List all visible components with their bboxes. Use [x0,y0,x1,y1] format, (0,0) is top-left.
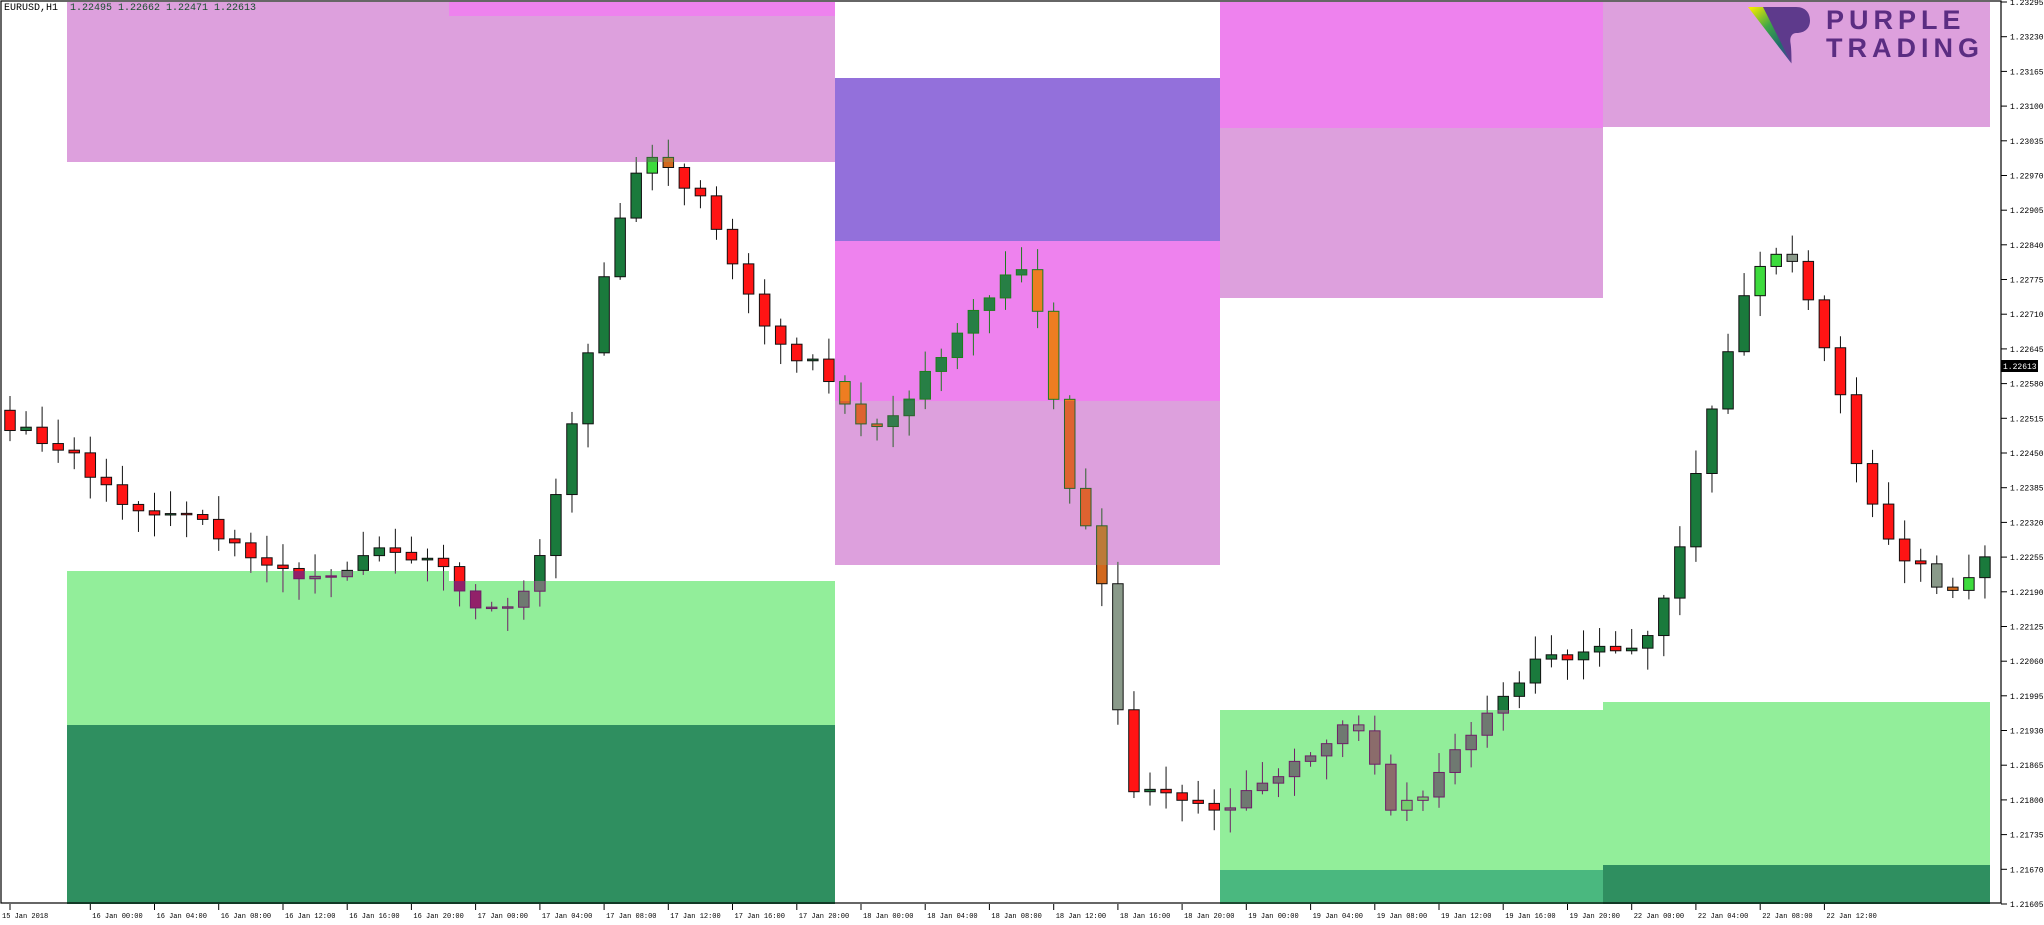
svg-text:19 Jan 12:00: 19 Jan 12:00 [1441,913,1491,921]
svg-text:17 Jan 16:00: 17 Jan 16:00 [735,913,785,921]
svg-text:18 Jan 12:00: 18 Jan 12:00 [1056,913,1106,921]
svg-text:17 Jan 12:00: 17 Jan 12:00 [670,913,720,921]
svg-text:PURPLE: PURPLE [1826,7,1966,35]
svg-text:18 Jan 08:00: 18 Jan 08:00 [991,913,1041,921]
svg-text:18 Jan 20:00: 18 Jan 20:00 [1184,913,1234,921]
svg-text:1.22450: 1.22450 [2010,450,2044,459]
svg-text:1.23230: 1.23230 [2010,34,2044,43]
svg-text:16 Jan 08:00: 16 Jan 08:00 [221,913,271,921]
svg-text:1.22125: 1.22125 [2010,624,2044,633]
svg-text:1.23035: 1.23035 [2010,138,2044,147]
svg-text:1.22710: 1.22710 [2010,311,2044,320]
svg-text:22 Jan 04:00: 22 Jan 04:00 [1698,913,1748,921]
svg-text:1.22970: 1.22970 [2010,173,2044,182]
svg-text:1.21605: 1.21605 [2010,901,2044,910]
svg-text:1.21930: 1.21930 [2010,728,2044,737]
svg-text:1.22385: 1.22385 [2010,485,2044,494]
svg-text:1.22840: 1.22840 [2010,242,2044,251]
svg-text:22 Jan 00:00: 22 Jan 00:00 [1634,913,1684,921]
svg-text:1.21865: 1.21865 [2010,762,2044,771]
svg-text:19 Jan 04:00: 19 Jan 04:00 [1313,913,1363,921]
svg-text:1.23100: 1.23100 [2010,103,2044,112]
svg-text:1.22255: 1.22255 [2010,554,2044,563]
svg-text:16 Jan 16:00: 16 Jan 16:00 [349,913,399,921]
svg-text:1.21995: 1.21995 [2010,693,2044,702]
svg-text:17 Jan 04:00: 17 Jan 04:00 [542,913,592,921]
svg-text:1.22775: 1.22775 [2010,277,2044,286]
svg-text:18 Jan 04:00: 18 Jan 04:00 [927,913,977,921]
svg-text:16 Jan 04:00: 16 Jan 04:00 [157,913,207,921]
svg-text:1.21800: 1.21800 [2010,797,2044,806]
svg-text:22 Jan 12:00: 22 Jan 12:00 [1826,913,1876,921]
svg-text:18 Jan 00:00: 18 Jan 00:00 [863,913,913,921]
svg-text:TRADING: TRADING [1826,33,1984,63]
svg-text:19 Jan 16:00: 19 Jan 16:00 [1505,913,1555,921]
svg-text:1.22905: 1.22905 [2010,207,2044,216]
svg-text:17 Jan 20:00: 17 Jan 20:00 [799,913,849,921]
svg-text:16 Jan 20:00: 16 Jan 20:00 [413,913,463,921]
svg-text:19 Jan 20:00: 19 Jan 20:00 [1570,913,1620,921]
svg-text:19 Jan 00:00: 19 Jan 00:00 [1248,913,1298,921]
svg-text:15 Jan 2018: 15 Jan 2018 [2,913,48,921]
svg-text:17 Jan 00:00: 17 Jan 00:00 [478,913,528,921]
svg-text:19 Jan 08:00: 19 Jan 08:00 [1377,913,1427,921]
svg-text:1.22645: 1.22645 [2010,346,2044,355]
svg-text:1.22580: 1.22580 [2010,381,2044,390]
svg-text:17 Jan 08:00: 17 Jan 08:00 [606,913,656,921]
svg-text:1.21670: 1.21670 [2010,866,2044,875]
svg-text:1.23165: 1.23165 [2010,68,2044,77]
svg-text:1.22613: 1.22613 [2003,363,2037,372]
svg-text:1.23295: 1.23295 [2010,0,2044,8]
svg-text:1.22515: 1.22515 [2010,415,2044,424]
svg-text:1.22320: 1.22320 [2010,519,2044,528]
svg-text:1.21735: 1.21735 [2010,832,2044,841]
svg-text:16 Jan 00:00: 16 Jan 00:00 [92,913,142,921]
svg-text:1.22190: 1.22190 [2010,589,2044,598]
svg-text:18 Jan 16:00: 18 Jan 16:00 [1120,913,1170,921]
svg-text:1.22060: 1.22060 [2010,658,2044,667]
svg-text:22 Jan 08:00: 22 Jan 08:00 [1762,913,1812,921]
svg-text:16 Jan 12:00: 16 Jan 12:00 [285,913,335,921]
